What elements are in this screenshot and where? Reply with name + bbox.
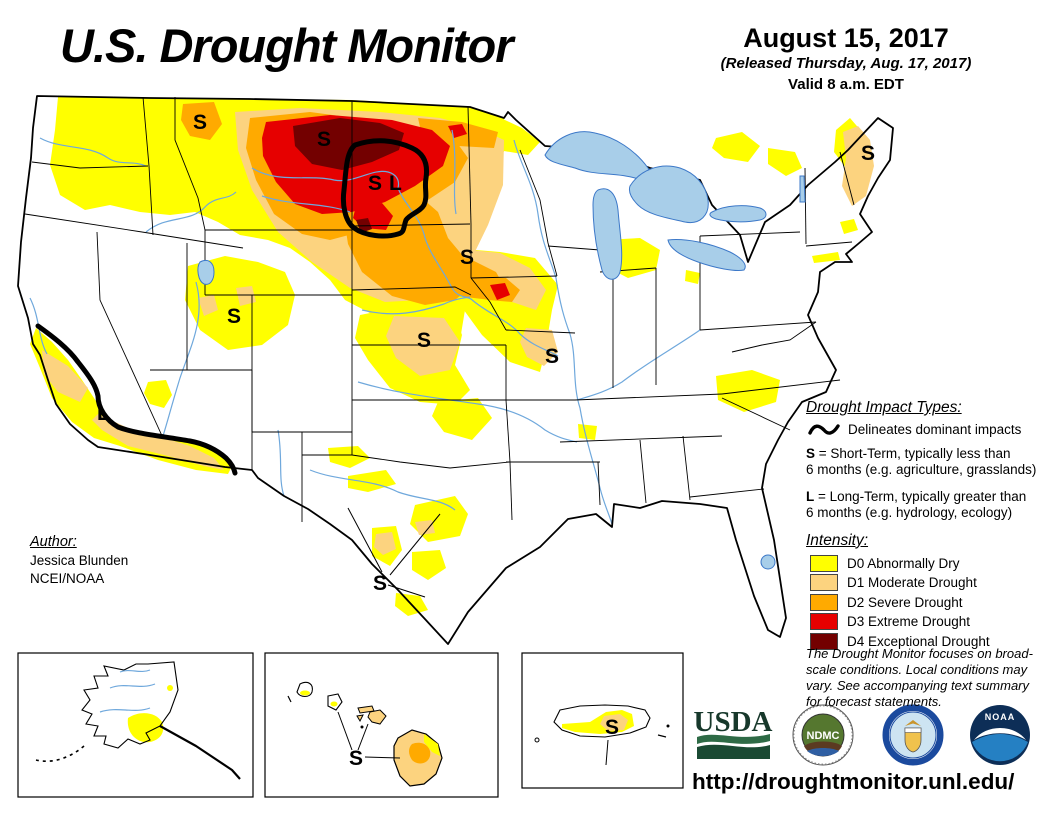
short-term-definition: S = Short-Term, typically less than 6 mo… — [806, 446, 1052, 479]
inset-puerto-rico — [521, 652, 684, 789]
lake-okeechobee — [760, 554, 776, 570]
map-label-s: S — [417, 329, 431, 352]
author-heading: Author: — [30, 534, 77, 550]
legend-item-d0: D0 Abnormally Dry — [810, 554, 1052, 572]
impact-outline-dakotas — [340, 138, 430, 239]
valid-time: Valid 8 a.m. EDT — [788, 76, 904, 94]
legend-item-d4: D4 Exceptional Drought — [810, 632, 1052, 650]
d4-label: D4 Exceptional Drought — [847, 633, 990, 649]
long-term-symbol: L — [806, 488, 815, 504]
lake-superior — [544, 131, 650, 179]
state-borders — [24, 96, 855, 522]
ndmc-logo-text: NDMC — [807, 730, 840, 742]
impact-outlines — [35, 138, 430, 476]
author-name: Jessica Blunden — [30, 553, 129, 568]
short-term-line1: = Short-Term, typically less than — [818, 446, 1011, 461]
page-title: U.S. Drought Monitor — [60, 19, 514, 72]
delineation-squiggle-icon — [808, 424, 840, 435]
map-label-s: S — [460, 246, 474, 269]
inset-alaska — [17, 652, 254, 798]
impact-legend-heading: Drought Impact Types: — [806, 399, 962, 416]
lake-michigan — [592, 188, 623, 280]
legend-item-d1: D1 Moderate Drought — [810, 574, 1052, 592]
map-label-s: S — [317, 128, 331, 151]
rivers — [29, 129, 701, 525]
lake-champlain — [799, 175, 806, 203]
disclaimer-text: The Drought Monitor focuses on broad-sca… — [806, 646, 1033, 709]
long-term-line1: = Long-Term, typically greater than — [818, 488, 1027, 504]
author-block: Author: Jessica Blunden NCEI/NOAA — [30, 534, 128, 586]
d0-label: D0 Abnormally Dry — [847, 555, 960, 571]
d4-swatch — [810, 632, 838, 650]
short-term-symbol: S — [806, 446, 816, 461]
impact-outline-california — [35, 323, 238, 476]
map-label-s: S — [605, 716, 619, 739]
intensity-legend: D0 Abnormally Dry D1 Moderate Drought D2… — [806, 554, 1052, 650]
delineation-label: Delineates dominant impacts — [848, 422, 1022, 437]
noaa-logo: NOAA — [970, 705, 1030, 765]
map-label-s: S — [373, 572, 387, 595]
d2-label: D2 Severe Drought — [847, 594, 963, 610]
map-label-s: S — [368, 172, 382, 195]
long-term-definition: L = Long-Term, typically greater than 6 … — [806, 489, 1052, 522]
map-label-s: S — [349, 747, 363, 770]
d3-label: D3 Extreme Drought — [847, 614, 971, 630]
d2-swatch — [810, 593, 838, 611]
intensity-legend-heading: Intensity: — [806, 531, 869, 549]
legend-item-d2: D2 Severe Drought — [810, 593, 1052, 611]
usda-logo-text: USDA — [694, 706, 773, 738]
drought-layer — [30, 97, 874, 616]
release-date: (Released Thursday, Aug. 17, 2017) — [720, 55, 972, 73]
leader-lines — [347, 507, 441, 598]
map-label-s: S — [227, 305, 241, 328]
commerce-seal — [882, 704, 944, 766]
ndmc-logo: NDMC — [792, 704, 854, 766]
d3-swatch — [810, 613, 838, 631]
map-label-l: L — [389, 172, 402, 195]
lake-erie — [667, 239, 746, 271]
website-url: http://droughtmonitor.unl.edu/ — [692, 769, 1015, 794]
conus-outline — [17, 95, 894, 645]
short-term-line2: 6 months (e.g. agriculture, grasslands) — [806, 462, 1037, 478]
lake-huron — [629, 165, 709, 224]
map-label-s: S — [545, 345, 559, 368]
map-label-s: S — [861, 142, 875, 165]
date-block: August 15, 2017 (Released Thursday, Aug.… — [700, 23, 992, 94]
usda-logo: USDA — [694, 706, 773, 759]
noaa-logo-text: NOAA — [985, 712, 1016, 722]
great-salt-lake — [197, 259, 215, 285]
inset-hawaii — [264, 652, 499, 798]
legend-item-d3: D3 Extreme Drought — [810, 613, 1052, 631]
d0-swatch — [810, 554, 838, 572]
d1-label: D1 Moderate Drought — [847, 575, 977, 591]
author-org: NCEI/NOAA — [30, 571, 105, 586]
map-date: August 15, 2017 — [743, 23, 949, 53]
lake-ontario — [709, 205, 767, 223]
map-label-l: L — [97, 402, 110, 425]
d1-swatch — [810, 574, 838, 592]
lakes — [197, 131, 806, 570]
long-term-line2: 6 months (e.g. hydrology, ecology) — [806, 505, 1013, 521]
map-label-s: S — [193, 111, 207, 134]
legend-panel: Drought Impact Types: Delineates dominan… — [806, 399, 1052, 652]
